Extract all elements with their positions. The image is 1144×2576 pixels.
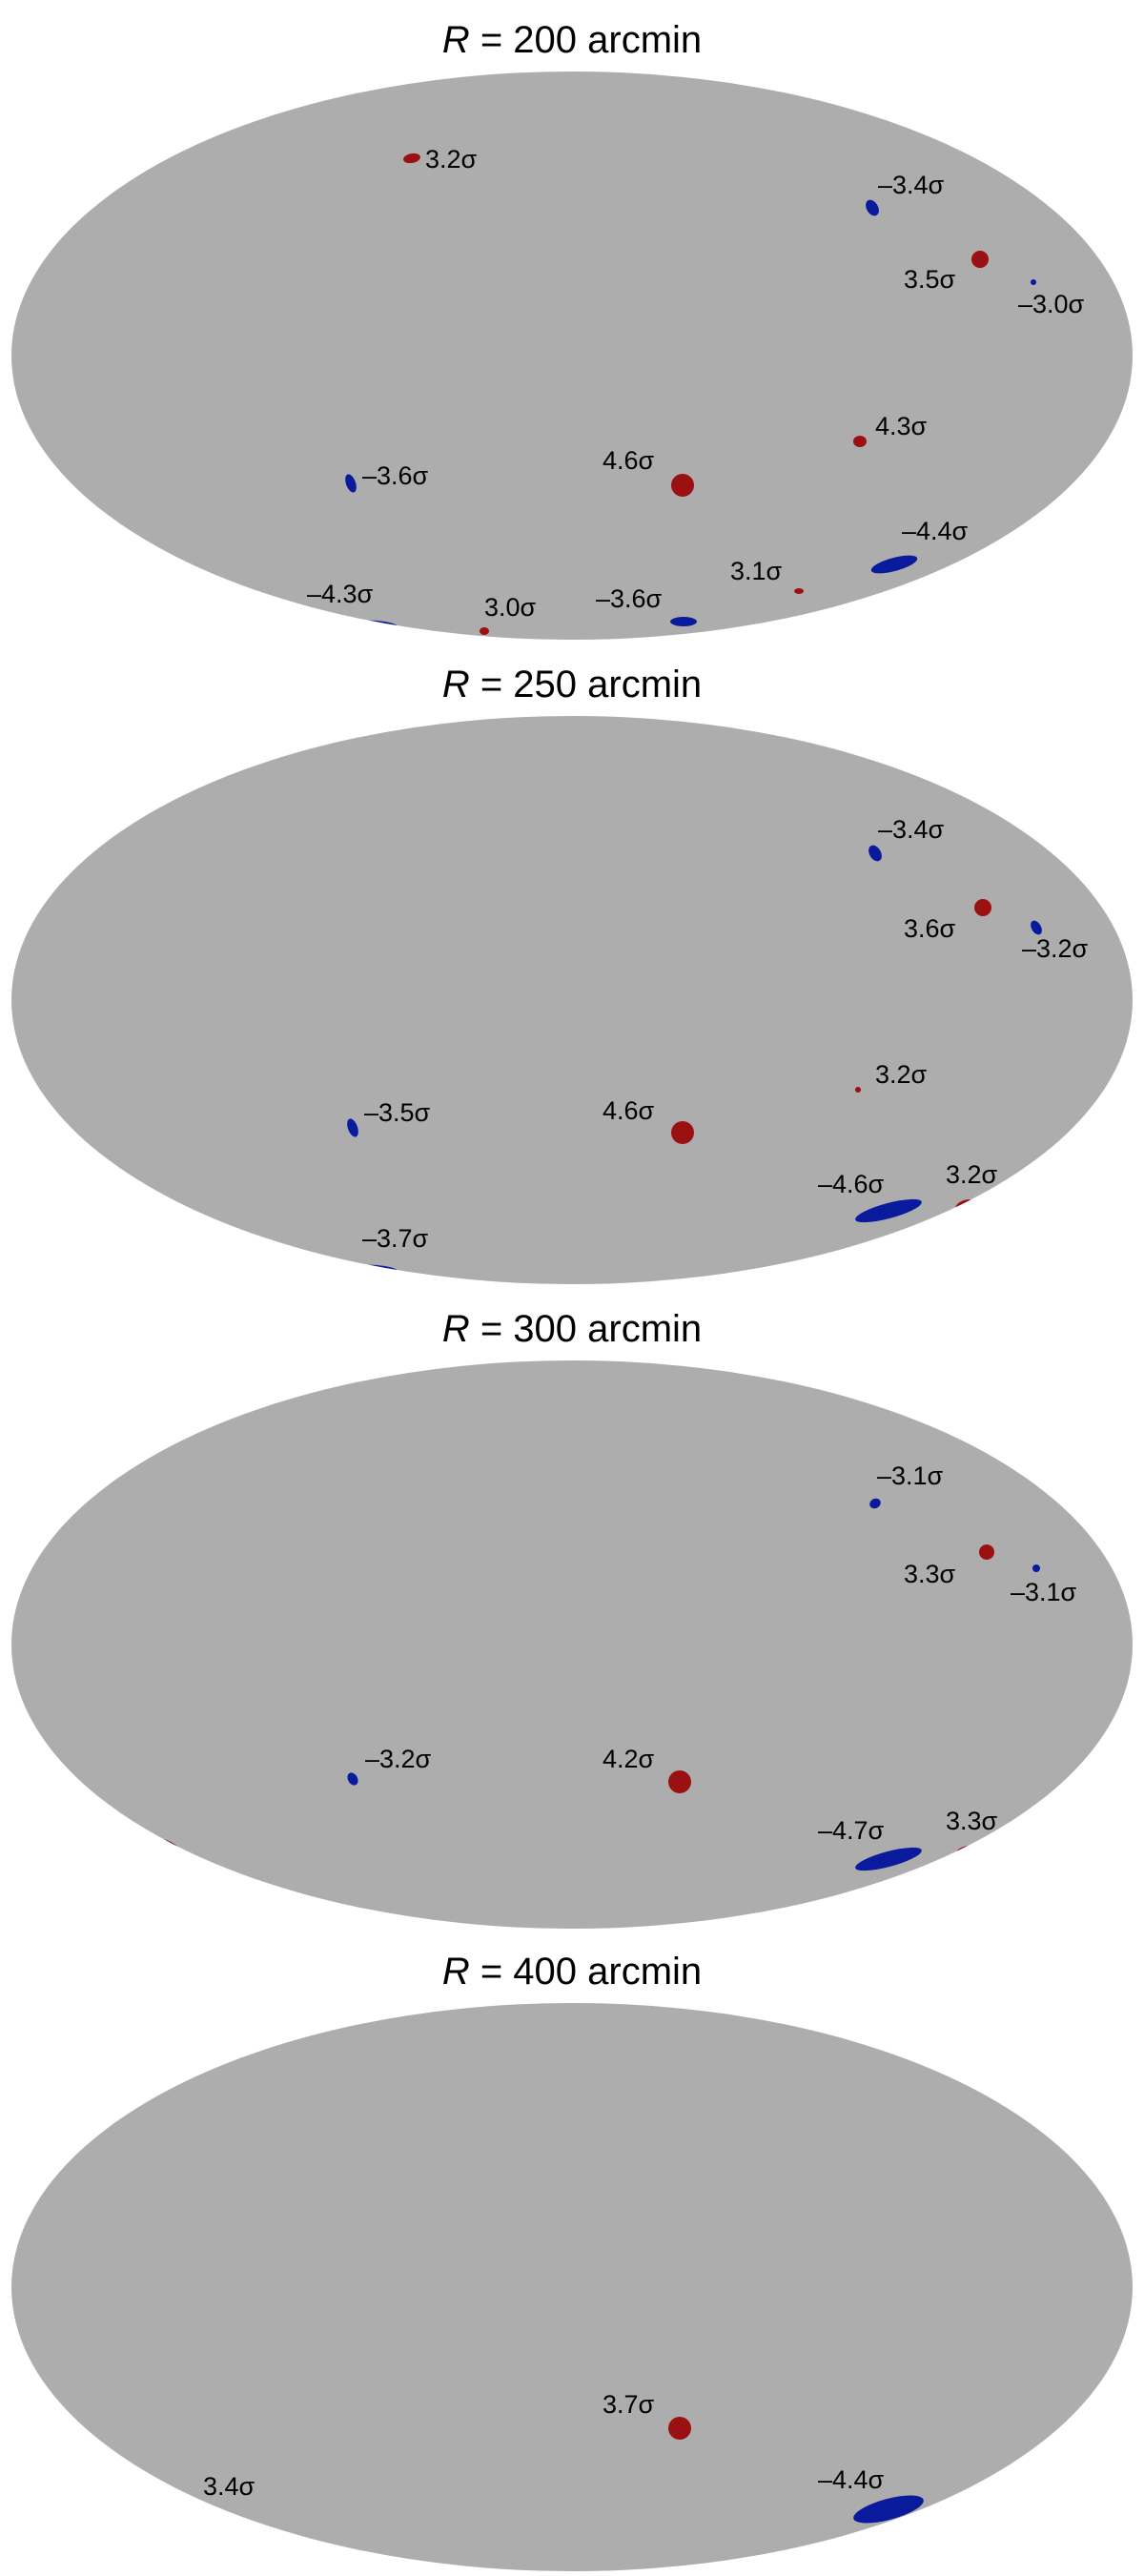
cold-spot-3 (853, 2495, 924, 2524)
hot-spot-2 (974, 899, 991, 916)
radius-value: = 400 arcmin (469, 1951, 703, 1993)
spot-label-9: 3.1σ (730, 557, 783, 585)
cold-spot-4 (1031, 279, 1036, 285)
spot-label-4: –3.0σ (1018, 290, 1085, 318)
cold-spot-6 (855, 1847, 922, 1871)
spot-label-8: 3.2σ (946, 1160, 998, 1189)
spot-label-4: 3.2σ (875, 1060, 928, 1089)
cold-spot-7 (855, 1198, 922, 1223)
spot-label-4: –3.2σ (365, 1745, 432, 1773)
spot-label-5: –3.5σ (364, 1098, 431, 1127)
radius-symbol: R (441, 1951, 470, 1993)
cold-spot-4 (347, 1772, 358, 1786)
hot-spot-9 (794, 588, 804, 594)
cold-spot-8 (870, 555, 918, 574)
map-panel-2: –3.4σ 3.6σ –3.2σ 3.2σ –3.5σ 4.6σ –4.6σ 3.2σ –3.7… (0, 644, 1144, 1289)
spot-label-3: –4.4σ (818, 2465, 885, 2494)
radius-value: = 300 arcmin (469, 1308, 703, 1350)
sky-map: –3.4σ 3.6σ –3.2σ 3.2σ –3.5σ 4.6σ –4.6σ 3.2σ –3.7… (11, 716, 1133, 1284)
spot-label-7: –4.6σ (818, 1170, 885, 1198)
hot-spot-1 (668, 2417, 691, 2440)
hot-spot-7 (671, 474, 694, 497)
panel-title: R = 400 arcmin (0, 1952, 1144, 1991)
spot-label-2: 3.6σ (904, 914, 956, 943)
map-panel-1: 3.2σ –3.4σ 3.5σ –3.0σ 4.3σ –3.6σ 4.6σ –4.4σ 3.1σ… (0, 0, 1144, 644)
spot-label-2: –3.4σ (878, 171, 945, 199)
hot-spot-11 (480, 627, 489, 635)
spot-label-10: –4.3σ (307, 580, 374, 608)
radius-symbol: R (441, 19, 470, 61)
map-panel-4: 3.7σ 3.4σ –4.4σ R = 400 arcmin (0, 1932, 1144, 2576)
spot-label-3: –3.2σ (1022, 934, 1089, 963)
spot-label-9: –3.7σ (362, 1224, 429, 1253)
hot-spot-4 (855, 1087, 861, 1093)
sky-map: 3.7σ 3.4σ –4.4σ (11, 2003, 1133, 2571)
hot-spot-1 (403, 153, 420, 164)
hot-spot-5 (668, 1770, 691, 1793)
map-panel-3: –3.1σ 3.3σ –3.1σ –3.2σ 4.2σ –4.7σ 3.3σ R = 300 … (0, 1289, 1144, 1933)
spot-label-5: 4.3σ (875, 412, 928, 440)
hot-spot-2 (979, 1544, 994, 1560)
spot-label-7: 3.3σ (946, 1807, 998, 1835)
spot-label-1: –3.4σ (878, 815, 945, 844)
radius-symbol: R (441, 664, 470, 705)
mollweide-ellipse (11, 1360, 1133, 1929)
radius-symbol: R (441, 1308, 470, 1350)
mollweide-ellipse (11, 716, 1133, 1284)
spot-label-8: –4.4σ (902, 517, 969, 545)
spot-label-6: –3.6σ (362, 461, 429, 490)
sky-map: 3.2σ –3.4σ 3.5σ –3.0σ 4.3σ –3.6σ 4.6σ –4.4σ 3.1σ… (11, 72, 1133, 640)
hot-spot-6 (671, 1121, 694, 1144)
radius-value: = 200 arcmin (469, 19, 703, 61)
spot-label-7: 4.6σ (603, 446, 655, 475)
spot-label-2: 3.3σ (904, 1560, 956, 1588)
hot-spot-5 (853, 436, 867, 447)
mollweide-ellipse (11, 72, 1133, 640)
panel-title: R = 250 arcmin (0, 665, 1144, 704)
spot-label-3: –3.1σ (1011, 1578, 1077, 1606)
spot-label-6: 4.6σ (603, 1096, 655, 1125)
mollweide-ellipse (11, 2003, 1133, 2571)
sky-map: –3.1σ 3.3σ –3.1σ –3.2σ 4.2σ –4.7σ 3.3σ (11, 1360, 1133, 1929)
cold-spot-2 (866, 199, 879, 216)
spot-label-1: –3.1σ (877, 1462, 944, 1490)
panel-title: R = 300 arcmin (0, 1310, 1144, 1348)
panel-title: R = 200 arcmin (0, 21, 1144, 59)
cold-spot-1 (868, 845, 882, 862)
cold-spot-12 (670, 617, 697, 626)
spot-label-6: –4.7σ (818, 1816, 885, 1845)
spot-label-3: 3.5σ (904, 265, 956, 294)
spot-label-5: 4.2σ (603, 1745, 655, 1773)
cold-spot-3 (1031, 920, 1042, 935)
cold-spot-1 (869, 1498, 881, 1509)
spot-label-1: 3.7σ (603, 2390, 655, 2419)
spot-label-1: 3.2σ (425, 145, 478, 174)
spot-label-12: –3.6σ (596, 584, 663, 613)
cold-spot-6 (345, 474, 357, 493)
hot-spot-3 (971, 251, 989, 268)
spot-label-2: 3.4σ (203, 2472, 255, 2501)
cold-spot-3 (1032, 1564, 1040, 1572)
radius-value: = 250 arcmin (469, 664, 703, 705)
cold-spot-5 (347, 1118, 358, 1137)
spot-label-11: 3.0σ (484, 593, 537, 622)
